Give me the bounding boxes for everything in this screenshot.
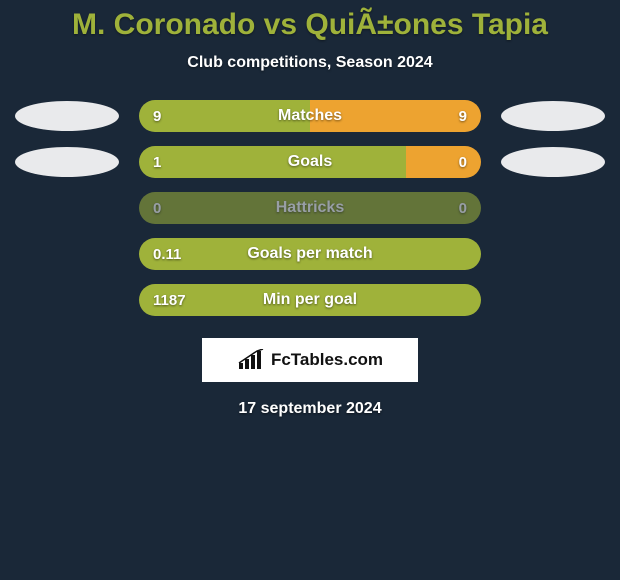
brand-text: FcTables.com	[271, 350, 383, 370]
stat-row: Hattricks0 0	[0, 192, 620, 224]
stat-row: Goals10	[0, 146, 620, 178]
stat-bar: Goals10	[139, 146, 481, 178]
content-root: M. Coronado vs QuiÃ±ones Tapia Club comp…	[0, 0, 620, 580]
stat-bar: Hattricks0 0	[139, 192, 481, 224]
spacer	[15, 193, 119, 223]
spacer	[501, 239, 605, 269]
bar-left-segment	[139, 284, 481, 316]
stat-left-value: 0	[153, 192, 161, 224]
spacer	[15, 239, 119, 269]
stat-row: Goals per match0.11	[0, 238, 620, 270]
spacer	[15, 285, 119, 315]
spacer	[501, 193, 605, 223]
stat-bar: Matches99	[139, 100, 481, 132]
player-left-ellipse	[15, 147, 119, 177]
stat-bar: Min per goal1187	[139, 284, 481, 316]
bar-right-segment	[310, 100, 481, 132]
stat-bar: Goals per match0.11	[139, 238, 481, 270]
stat-right-value: 0	[459, 192, 467, 224]
stat-label: Hattricks	[139, 192, 481, 224]
bars-icon	[237, 349, 265, 371]
page-title: M. Coronado vs QuiÃ±ones Tapia	[72, 8, 548, 42]
bar-left-segment	[139, 146, 406, 178]
bar-right-segment	[406, 146, 481, 178]
date-text: 17 september 2024	[238, 400, 381, 418]
subtitle: Club competitions, Season 2024	[187, 54, 432, 72]
bar-left-segment	[139, 100, 310, 132]
stat-row: Matches99	[0, 100, 620, 132]
brand-logo: FcTables.com	[202, 338, 418, 382]
player-left-ellipse	[15, 101, 119, 131]
player-right-ellipse	[501, 101, 605, 131]
spacer	[501, 285, 605, 315]
player-right-ellipse	[501, 147, 605, 177]
stats-container: Matches99 Goals10 Hattricks0 0 Goals per mat…	[0, 100, 620, 316]
stat-row: Min per goal1187	[0, 284, 620, 316]
bar-left-segment	[139, 238, 481, 270]
